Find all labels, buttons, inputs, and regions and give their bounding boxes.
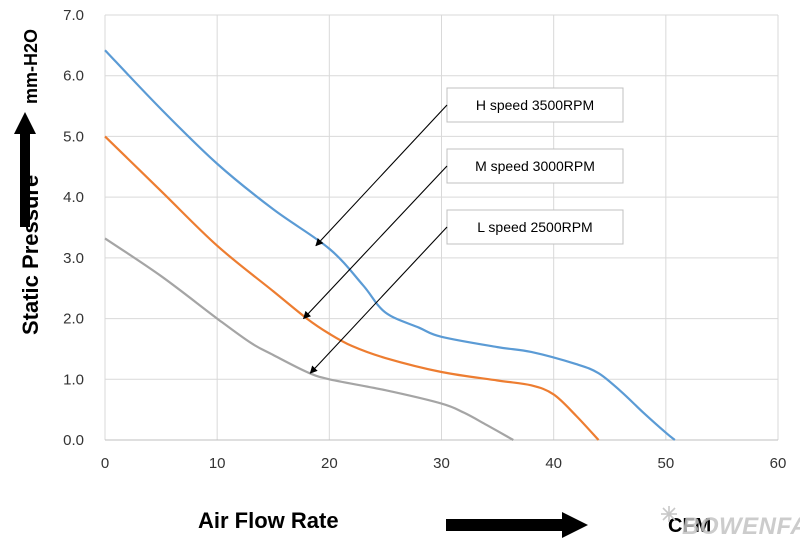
- callout-3: L speed 2500RPM: [309, 209, 624, 374]
- y-tick-label: 2.0: [63, 311, 84, 328]
- callout-arrow: [309, 226, 448, 374]
- callout-label: M speed 3000RPM: [475, 158, 595, 174]
- y-tick-label: 7.0: [63, 7, 84, 24]
- y-tick-label: 0.0: [63, 432, 84, 449]
- grid: [104, 14, 779, 441]
- x-tick-label: 10: [209, 455, 226, 472]
- watermark-logo: BOWENFAN: [661, 506, 800, 540]
- x-tick-label: 30: [433, 455, 450, 472]
- callout-box: [446, 148, 624, 184]
- y-axis-arrow: [14, 112, 36, 227]
- callout-arrow: [303, 165, 448, 320]
- y-tick-label: 4.0: [63, 189, 84, 206]
- callout-label: H speed 3500RPM: [476, 97, 594, 113]
- x-axis-arrow: [446, 512, 588, 538]
- tick-labels: 0.0 1.0 2.0 3.0 4.0 5.0 6.0 7.0 0 10 20 30 40 50 60: [63, 7, 786, 472]
- series-line-3: [104, 237, 514, 441]
- y-tick-label: 1.0: [63, 371, 84, 388]
- callout-2: M speed 3000RPM: [303, 148, 624, 320]
- x-axis-title: Air Flow Rate: [198, 508, 339, 533]
- y-tick-label: 5.0: [63, 128, 84, 145]
- x-tick-label: 50: [657, 455, 674, 472]
- watermark-text: BOWENFAN: [682, 513, 800, 540]
- series-lines: [104, 49, 676, 441]
- x-tick-label: 60: [770, 455, 787, 472]
- y-tick-label: 3.0: [63, 250, 84, 267]
- x-tick-label: 40: [545, 455, 562, 472]
- callout-box: [446, 87, 624, 123]
- x-tick-label: 0: [101, 455, 109, 472]
- series-line-1: [104, 49, 676, 441]
- y-axis-unit: mm-H2O: [21, 29, 41, 104]
- annotations: H speed 3500RPM M speed 3000RPM L speed 25…: [303, 87, 624, 374]
- y-tick-label: 6.0: [63, 68, 84, 85]
- callout-arrow: [315, 104, 448, 247]
- callout-label: L speed 2500RPM: [477, 219, 592, 235]
- x-axis-unit: CFM: [668, 515, 711, 537]
- callout-box: [446, 209, 624, 245]
- y-unit-group: mm-H2O: [21, 29, 41, 104]
- callout-1: H speed 3500RPM: [315, 87, 624, 247]
- series-line-2: [104, 135, 600, 441]
- x-tick-label: 20: [321, 455, 338, 472]
